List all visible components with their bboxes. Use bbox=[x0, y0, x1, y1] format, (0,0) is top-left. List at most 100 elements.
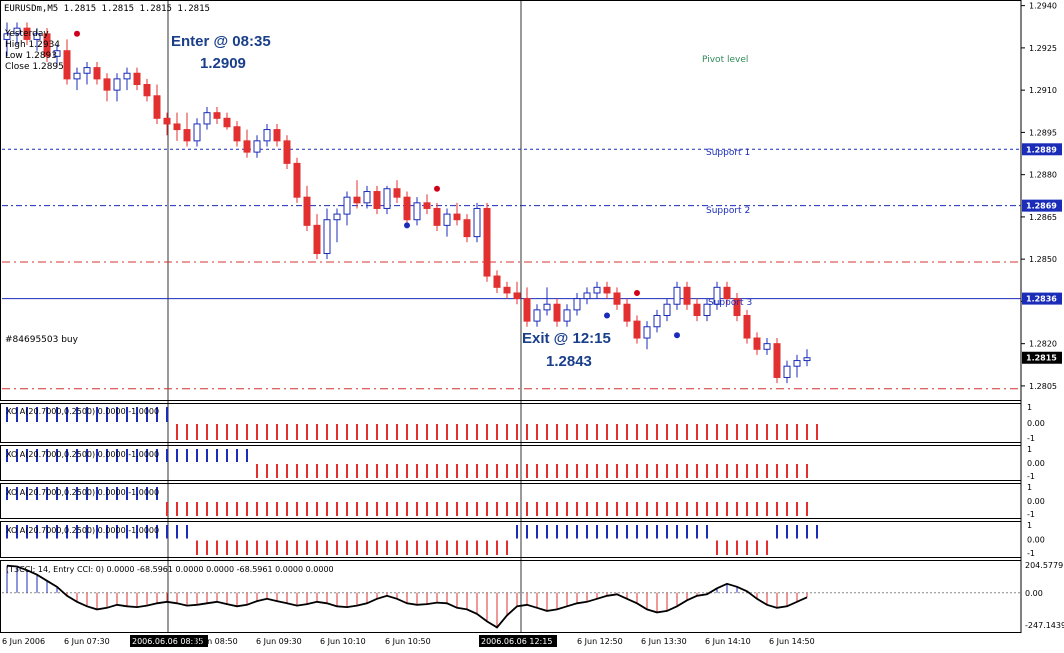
candle-body bbox=[393, 188, 401, 198]
candle-body bbox=[173, 123, 181, 131]
time-label: 2006.06.06 08:35 bbox=[132, 637, 203, 646]
signal-scale-label: 0.00 bbox=[1027, 459, 1045, 468]
signal-scale-label: 0.00 bbox=[1027, 536, 1045, 545]
candle-body bbox=[603, 286, 611, 294]
candle-body bbox=[183, 129, 191, 142]
candle-body bbox=[223, 117, 231, 128]
price-badge-label: 1.2815 bbox=[1026, 354, 1057, 363]
candle-body bbox=[683, 286, 691, 305]
candle-body bbox=[433, 207, 441, 226]
candle-body bbox=[373, 191, 381, 209]
signal-pane-4-label: XO A(20.7000,0.2500) 0.0000 -1.0000 bbox=[6, 526, 159, 535]
candle-body bbox=[573, 298, 581, 311]
cci-scale-label: 204.5779 bbox=[1025, 561, 1063, 570]
candle-body bbox=[323, 219, 331, 255]
support2-label: Support 2 bbox=[706, 206, 750, 216]
price-tick-label: 1.2820 bbox=[1029, 340, 1057, 349]
candle-body bbox=[473, 207, 481, 238]
candle-body bbox=[423, 202, 431, 209]
chart-frame bbox=[0, 0, 1022, 633]
candle-body bbox=[203, 112, 211, 125]
cci-line bbox=[6, 564, 808, 629]
signal-scale-label: 0.00 bbox=[1027, 497, 1045, 506]
time-label: 6 Jun 08:50 bbox=[192, 637, 238, 646]
price-tick-label: 1.2910 bbox=[1029, 86, 1057, 95]
candle-body bbox=[553, 303, 561, 322]
candle-body bbox=[783, 365, 791, 378]
candle-body bbox=[593, 286, 601, 294]
price-tick-label: 1.2865 bbox=[1029, 213, 1057, 222]
price-badge-label: 1.2889 bbox=[1026, 145, 1057, 154]
time-label: 6 Jun 13:30 bbox=[641, 637, 687, 646]
price-badge bbox=[1022, 351, 1062, 364]
price-badge-label: 1.2836 bbox=[1026, 295, 1057, 304]
enter-price: 1.2909 bbox=[200, 55, 246, 72]
candle-body bbox=[13, 27, 21, 35]
enter-label: Enter @ 08:35 bbox=[171, 33, 271, 50]
candle-body bbox=[583, 292, 591, 300]
candle-body bbox=[623, 303, 631, 322]
candle-body bbox=[543, 303, 551, 311]
price-tick-label: 1.2880 bbox=[1029, 171, 1057, 180]
candle-body bbox=[313, 224, 321, 255]
candle-body bbox=[143, 84, 151, 97]
pivot-label: Pivot level bbox=[702, 55, 748, 65]
signal-scale-label: 1 bbox=[1027, 521, 1032, 530]
time-highlight-box bbox=[479, 635, 557, 647]
order-label: #84695503 buy bbox=[5, 335, 79, 345]
price-tick-label: 1.2940 bbox=[1029, 2, 1057, 11]
candle-body bbox=[713, 286, 721, 305]
candle-body bbox=[673, 286, 681, 305]
time-label: 6 Jun 09:30 bbox=[256, 637, 302, 646]
candle-body bbox=[723, 286, 731, 300]
candle-body bbox=[163, 117, 171, 125]
candle-body bbox=[233, 126, 241, 142]
fractal-dot bbox=[404, 222, 410, 229]
candle-body bbox=[513, 292, 521, 300]
cci-scale-label: -247.1439 bbox=[1025, 621, 1064, 630]
candle-body bbox=[23, 27, 31, 40]
candle-body bbox=[613, 292, 621, 305]
candle-body bbox=[153, 95, 161, 119]
time-highlight-box bbox=[130, 635, 208, 647]
time-label: 6 Jun 2006 bbox=[2, 637, 45, 646]
signal-scale-label: 1 bbox=[1027, 445, 1032, 454]
candle-body bbox=[463, 219, 471, 238]
candle-body bbox=[493, 275, 501, 288]
time-label: 6 Jun 07:30 bbox=[64, 637, 110, 646]
candle-body bbox=[113, 78, 121, 91]
candle-body bbox=[303, 196, 311, 226]
candle-body bbox=[643, 326, 651, 339]
price-levels bbox=[2, 148, 1021, 390]
fractal-dot bbox=[604, 312, 610, 319]
candle-body bbox=[753, 337, 761, 350]
fractal-dot bbox=[674, 332, 680, 339]
candle-body bbox=[703, 303, 711, 316]
candle-body bbox=[3, 33, 11, 40]
candle-body bbox=[103, 78, 111, 91]
candle-body bbox=[73, 72, 81, 80]
candle-body bbox=[363, 191, 371, 204]
candle-body bbox=[333, 213, 341, 221]
fractal-dot bbox=[434, 185, 440, 192]
signal-scale-label: 0.00 bbox=[1027, 419, 1045, 428]
fractal-dot bbox=[634, 289, 640, 296]
yesterday-high: High 1.2934 bbox=[5, 40, 60, 50]
candle-body bbox=[803, 357, 811, 362]
candle-body bbox=[383, 188, 391, 209]
yesterday-title: Yesterday bbox=[4, 29, 49, 39]
candle-body bbox=[693, 303, 701, 316]
candle-body bbox=[503, 286, 511, 294]
candle-body bbox=[123, 72, 131, 80]
candle-body bbox=[743, 314, 751, 339]
exit-price: 1.2843 bbox=[546, 353, 592, 370]
candle-body bbox=[243, 140, 251, 153]
signal-pane-3-label: XO A(20.7000,0.2500) 0.0000 -1.0000 bbox=[6, 488, 159, 497]
candle-body bbox=[563, 309, 571, 322]
candle-body bbox=[283, 140, 291, 164]
pane-border-0 bbox=[0, 0, 1022, 401]
candle-body bbox=[293, 162, 301, 198]
candle-body bbox=[253, 140, 261, 153]
candle-body bbox=[53, 50, 61, 57]
